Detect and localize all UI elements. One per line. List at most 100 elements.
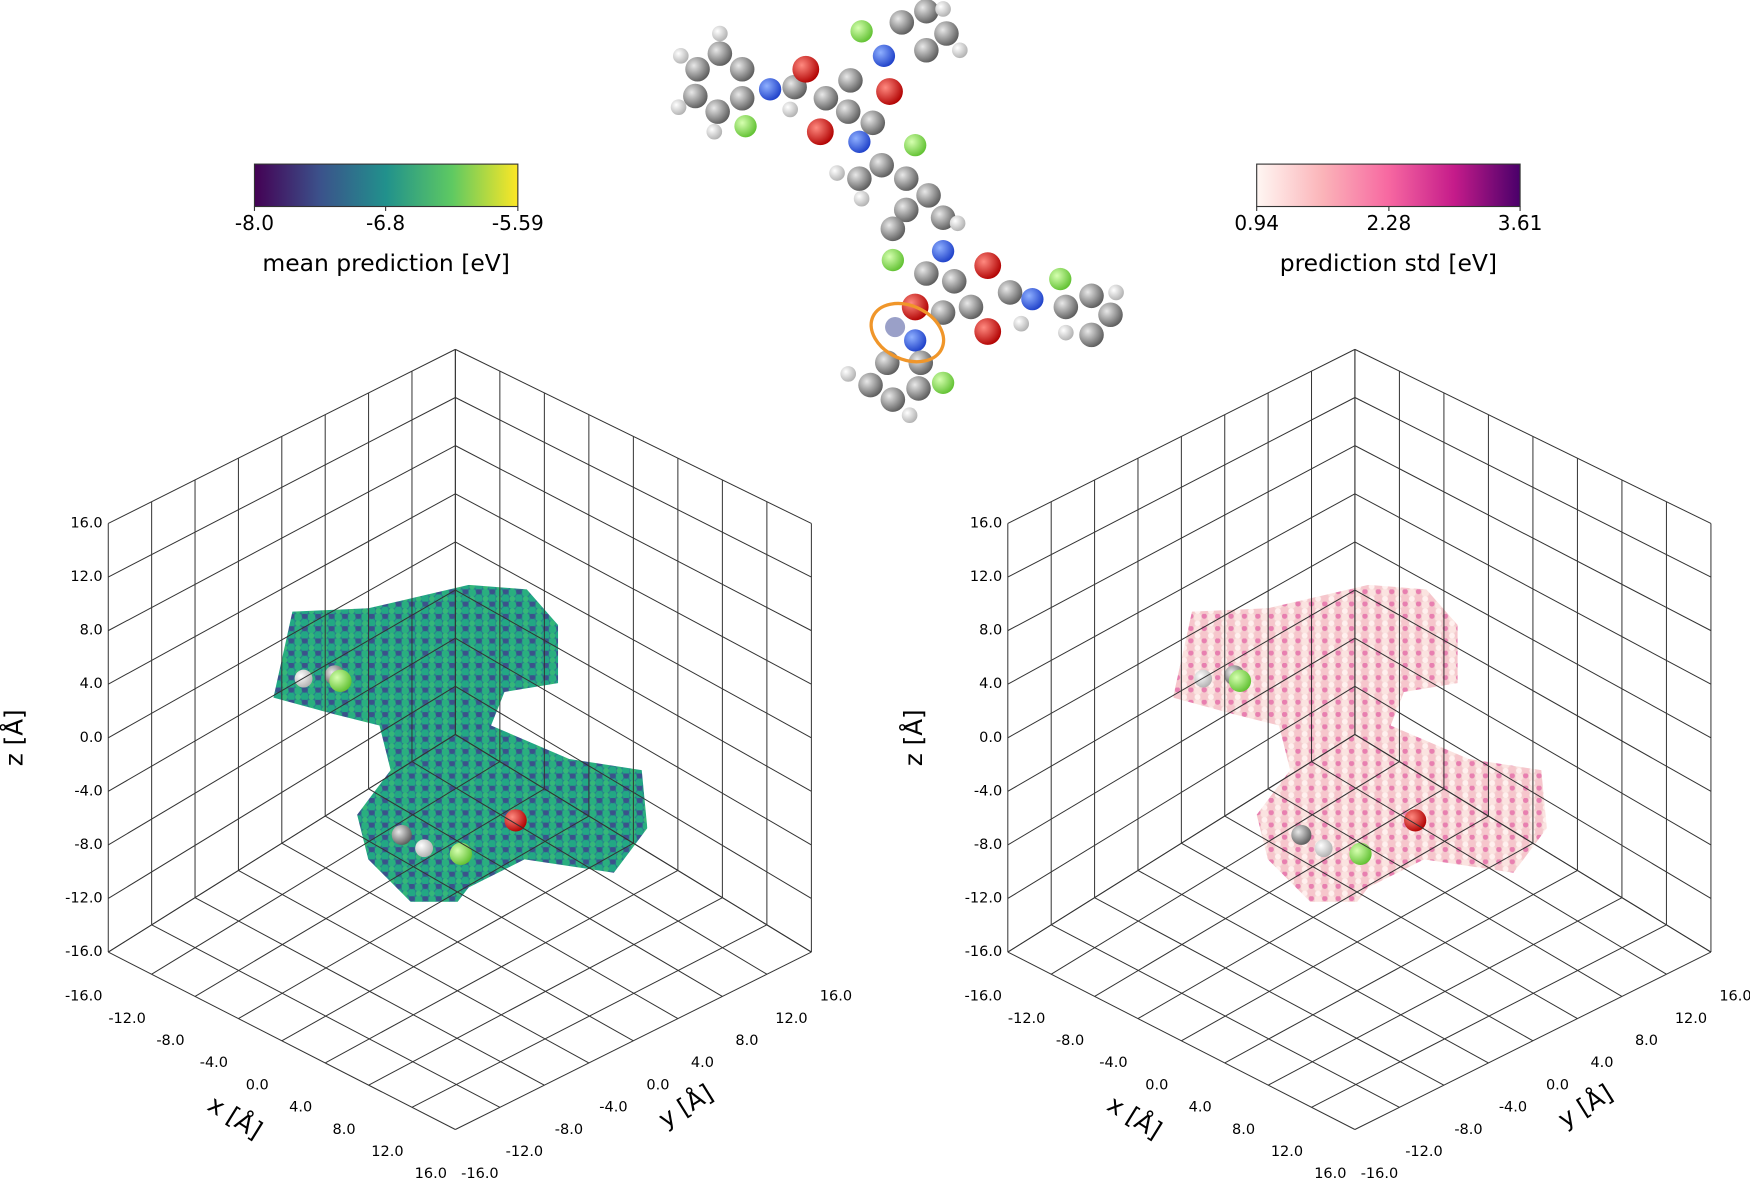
- grid-line: [1354, 348, 1712, 524]
- grid-line: [1007, 733, 1356, 953]
- x-tick-label: 8.0: [1232, 1122, 1255, 1138]
- colorbar-tick-label: -8.0: [235, 211, 274, 235]
- colorbar: [253, 163, 519, 208]
- z-tick-label: 8.0: [979, 623, 1002, 639]
- y-tick-label: 12.0: [1675, 1011, 1707, 1027]
- grid-line: [1224, 815, 1578, 1020]
- grid-line: [108, 445, 456, 632]
- grid-line: [1007, 541, 1356, 739]
- z-tick-label: -12.0: [965, 890, 1003, 906]
- grid-line: [1181, 842, 1534, 1042]
- z-tick-label: 12.0: [970, 569, 1002, 585]
- y-tick-label: -4.0: [1499, 1100, 1527, 1116]
- grid-line: [1007, 589, 1356, 792]
- grid-line: [108, 637, 456, 846]
- x-tick-label: -4.0: [1099, 1055, 1127, 1071]
- z-axis-label: z [Å]: [0, 709, 29, 766]
- colorbar-tick-label: 2.28: [1367, 211, 1412, 235]
- y-tick-label: 16.0: [820, 989, 852, 1005]
- colorbar: [1256, 163, 1521, 208]
- grid-line: [1354, 541, 1712, 739]
- x-tick-label: 0.0: [246, 1077, 269, 1093]
- grid-line: [108, 951, 456, 1130]
- x-tick-label: -16.0: [964, 989, 1002, 1005]
- grid-line: [1354, 397, 1712, 578]
- grid-line: [238, 869, 590, 1064]
- y-tick-label: -8.0: [555, 1122, 583, 1138]
- colorbar-label: prediction std [eV]: [1280, 249, 1497, 277]
- grid-line: [1354, 733, 1712, 953]
- grid-line: [411, 761, 768, 975]
- z-tick-label: -4.0: [974, 783, 1002, 799]
- colorbar-tick-label: 0.94: [1234, 211, 1279, 235]
- grid-line: [324, 815, 679, 1020]
- z-tick-label: 0.0: [80, 730, 103, 746]
- y-tick-label: 0.0: [646, 1077, 669, 1093]
- x-axis-label: x [Å]: [203, 1089, 268, 1144]
- grid-line: [455, 637, 812, 846]
- grid-line: [107, 685, 456, 899]
- grid-line: [1007, 637, 1356, 846]
- colorbar-tick-label: -6.8: [366, 211, 405, 235]
- y-tick-label: 0.0: [1546, 1077, 1569, 1093]
- z-tick-label: 12.0: [70, 569, 102, 585]
- z-tick-label: -8.0: [74, 837, 102, 853]
- x-tick-label: 12.0: [371, 1144, 403, 1160]
- grid-line: [108, 541, 456, 739]
- grid-line: [1354, 685, 1712, 899]
- y-tick-label: -16.0: [461, 1166, 499, 1182]
- grid-line: [1354, 589, 1712, 792]
- grid-line: [1007, 951, 1356, 1130]
- z-tick-label: -16.0: [965, 944, 1003, 960]
- molecule: [670, 0, 1124, 424]
- y-tick-label: 4.0: [1590, 1055, 1613, 1071]
- x-tick-label: -8.0: [1056, 1033, 1084, 1049]
- grid-line: [108, 493, 456, 685]
- plot-3d: -16.0 -12.0 -8.0 -4.0 0.0 4.0 8.0 12.0 16.0 -16.0…: [899, 348, 1750, 1182]
- x-tick-label: 0.0: [1145, 1077, 1168, 1093]
- x-tick-label: -12.0: [108, 1011, 146, 1027]
- grid-line: [1354, 637, 1712, 846]
- x-tick-label: 16.0: [1314, 1166, 1346, 1182]
- colorbar-label: mean prediction [eV]: [262, 249, 510, 277]
- x-tick-label: 8.0: [332, 1122, 355, 1138]
- grid-line: [108, 348, 456, 524]
- grid-line: [108, 397, 456, 578]
- x-tick-label: -12.0: [1008, 1011, 1046, 1027]
- grid-line: [1094, 897, 1445, 1086]
- grid-line: [1354, 493, 1712, 685]
- grid-line: [108, 589, 456, 792]
- z-axis-label: z [Å]: [899, 709, 928, 766]
- y-tick-label: 8.0: [735, 1033, 758, 1049]
- grid-line: [455, 589, 812, 792]
- x-tick-label: 16.0: [415, 1166, 447, 1182]
- x-tick-label: -4.0: [200, 1055, 228, 1071]
- grid-line: [107, 733, 456, 953]
- colorbar-tick-label: -5.59: [492, 211, 544, 235]
- grid-line: [1007, 397, 1356, 578]
- y-tick-label: -12.0: [506, 1144, 544, 1160]
- z-tick-label: -16.0: [65, 944, 103, 960]
- x-tick-label: -16.0: [65, 989, 103, 1005]
- grid-line: [151, 924, 501, 1108]
- z-tick-label: 8.0: [80, 623, 103, 639]
- grid-line: [1267, 788, 1623, 997]
- grid-line: [1007, 445, 1356, 632]
- grid-line: [455, 348, 812, 524]
- y-tick-label: 8.0: [1635, 1033, 1658, 1049]
- z-tick-label: -12.0: [65, 890, 103, 906]
- grid-line: [455, 445, 812, 632]
- x-tick-label: 4.0: [1189, 1100, 1212, 1116]
- y-tick-label: -16.0: [1361, 1166, 1399, 1182]
- z-tick-label: 16.0: [70, 515, 102, 531]
- z-tick-label: 16.0: [970, 515, 1002, 531]
- z-tick-label: -8.0: [974, 837, 1002, 853]
- z-tick-label: 4.0: [80, 676, 103, 692]
- grid-line: [1007, 685, 1356, 899]
- x-tick-label: -8.0: [156, 1033, 184, 1049]
- grid-line: [194, 897, 545, 1086]
- grid-line: [455, 685, 812, 899]
- grid-line: [455, 733, 812, 953]
- grid-line: [455, 493, 812, 685]
